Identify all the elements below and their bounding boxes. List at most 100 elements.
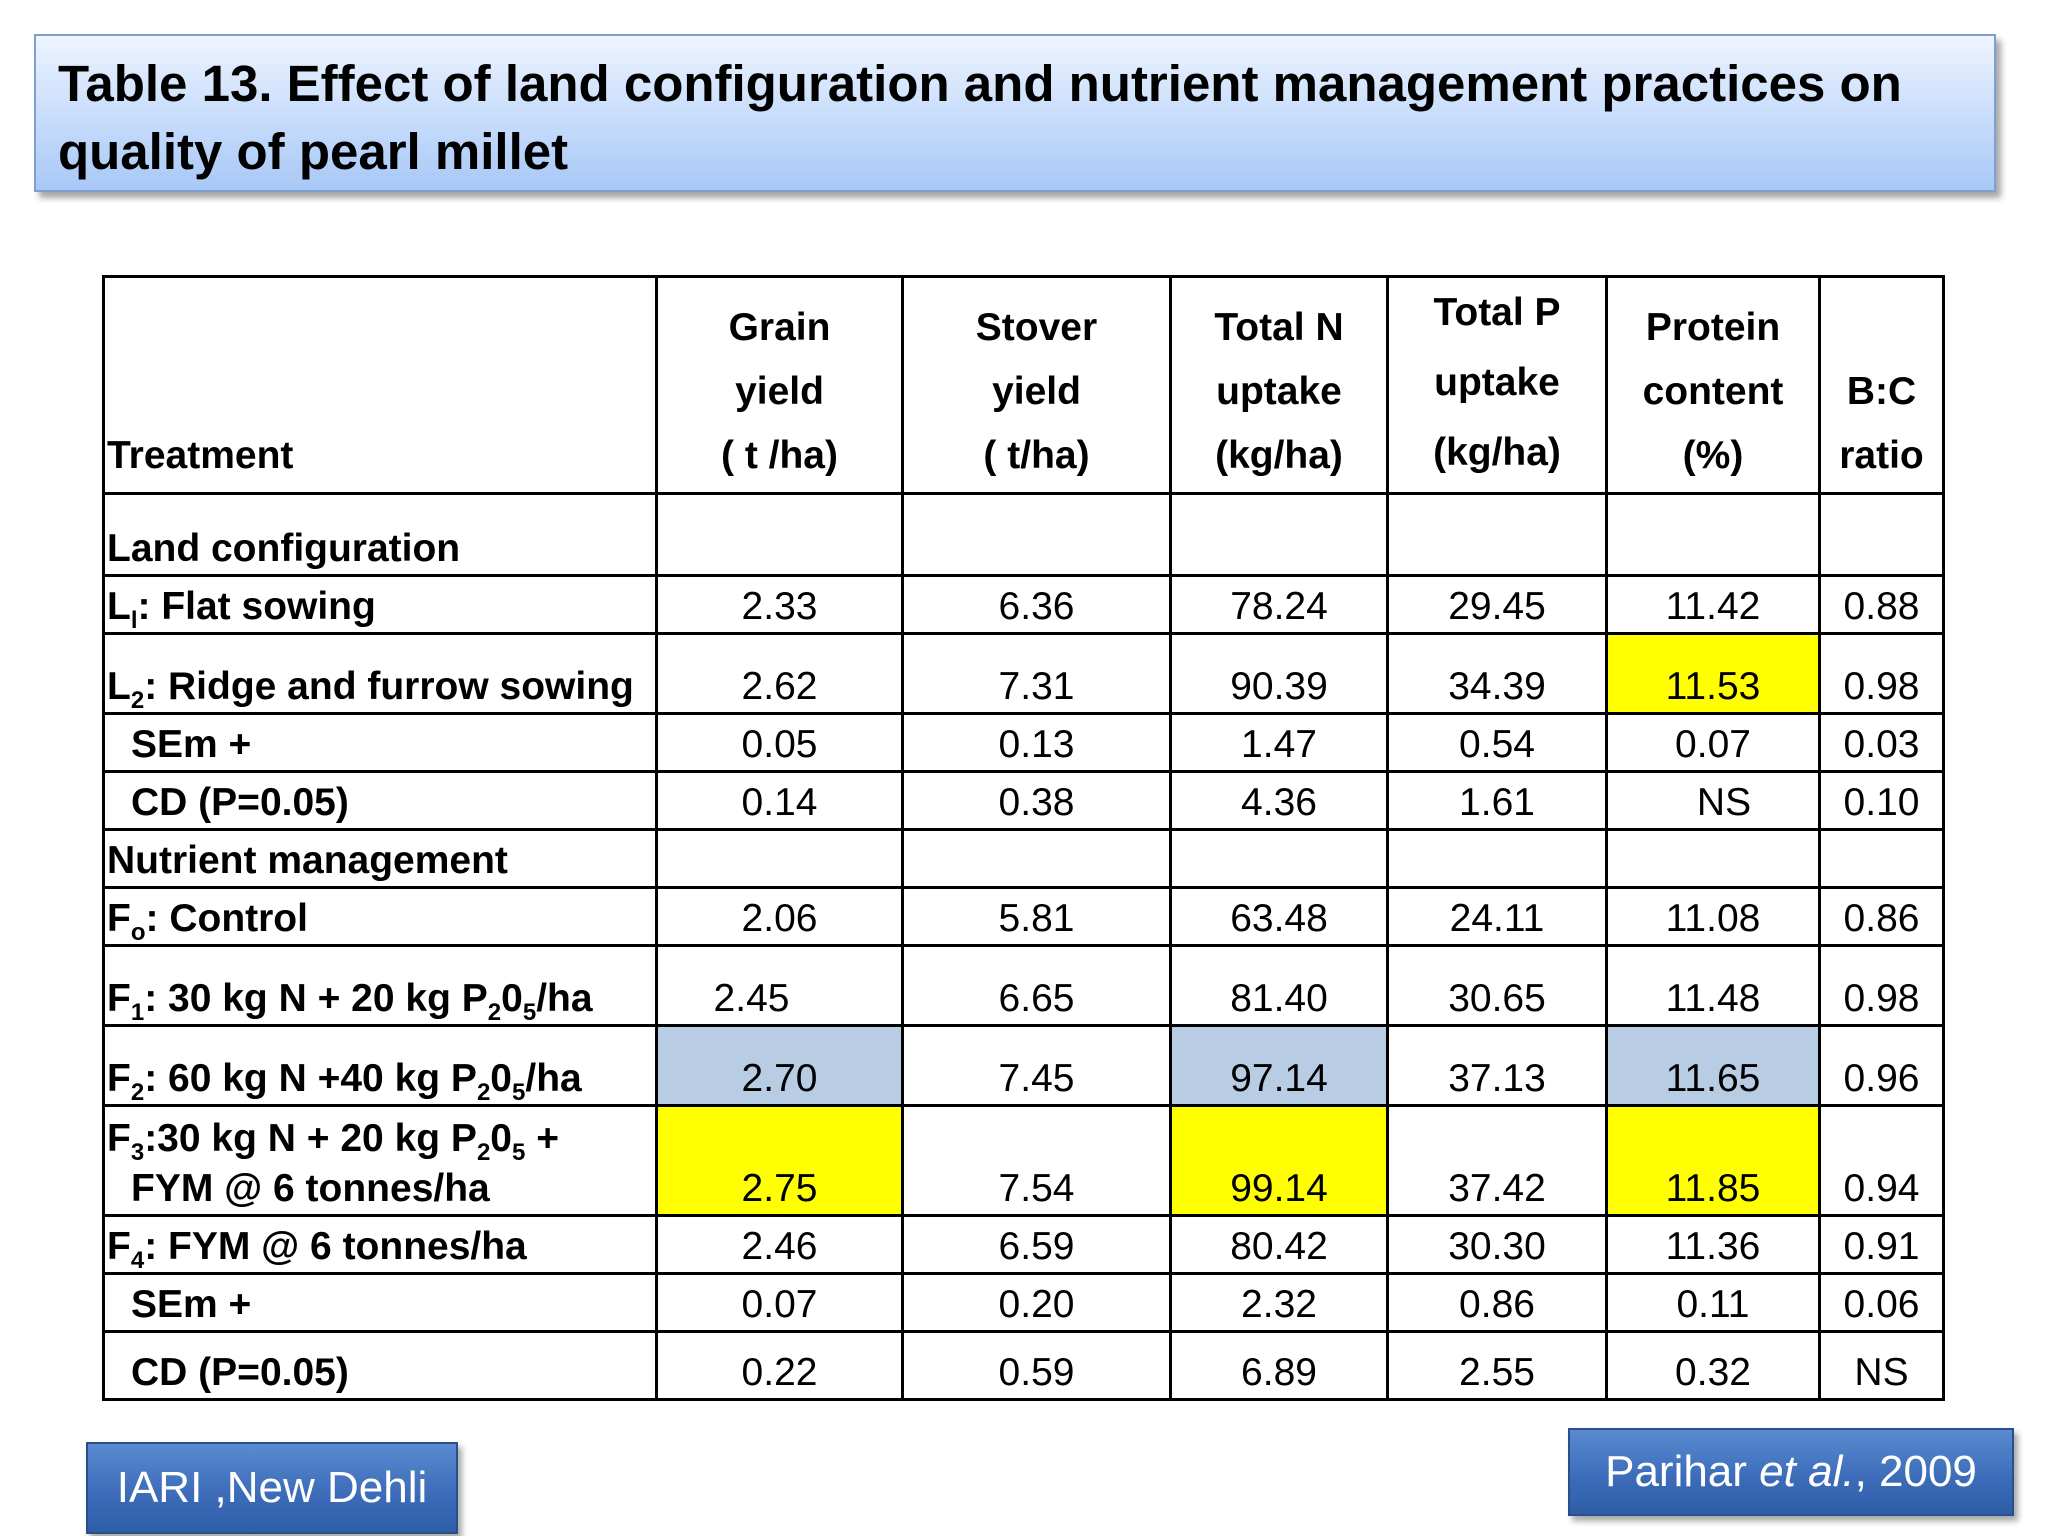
cell-highlighted: 11.65 bbox=[1605, 1024, 1821, 1107]
cell: 6.65 bbox=[901, 944, 1172, 1027]
cell-highlighted: 2.75 bbox=[655, 1104, 904, 1217]
cell: 78.24 bbox=[1169, 574, 1389, 635]
cell: 0.11 bbox=[1605, 1272, 1821, 1333]
cell: 81.40 bbox=[1169, 944, 1389, 1027]
cell-highlighted: 2.70 bbox=[655, 1024, 904, 1107]
table-row: SEm + 0.05 0.13 1.47 0.54 0.07 0.03 bbox=[102, 712, 1945, 773]
cell: 0.86 bbox=[1386, 1272, 1608, 1333]
row-label: F1: 30 kg N + 20 kg P205/ha bbox=[102, 944, 658, 1027]
cell: 2.46 bbox=[655, 1214, 904, 1275]
table-row: F3:30 kg N + 20 kg P205 + FYM @ 6 tonnes/… bbox=[102, 1104, 1945, 1217]
section-row-land: Land configuration bbox=[102, 492, 1945, 577]
cell: 30.30 bbox=[1386, 1214, 1608, 1275]
cell: 0.86 bbox=[1818, 886, 1945, 947]
table-row: F1: 30 kg N + 20 kg P205/ha 2.45 6.65 81… bbox=[102, 944, 1945, 1027]
row-label: F2: 60 kg N +40 kg P205/ha bbox=[102, 1024, 658, 1107]
cell: 0.03 bbox=[1818, 712, 1945, 773]
slide-title: Table 13. Effect of land configuration a… bbox=[34, 34, 1996, 192]
cell: 5.81 bbox=[901, 886, 1172, 947]
cell: 0.98 bbox=[1818, 944, 1945, 1027]
section-nutrient-management: Nutrient management bbox=[102, 828, 658, 889]
cell: 0.06 bbox=[1818, 1272, 1945, 1333]
row-label: Fo: Control bbox=[102, 886, 658, 947]
cell: 0.91 bbox=[1818, 1214, 1945, 1275]
cell: 90.39 bbox=[1169, 632, 1389, 715]
cell: 11.08 bbox=[1605, 886, 1821, 947]
row-label: F4: FYM @ 6 tonnes/ha bbox=[102, 1214, 658, 1275]
cell: 0.07 bbox=[655, 1272, 904, 1333]
cell: 0.20 bbox=[901, 1272, 1172, 1333]
results-table: Treatment Grain yield( t /ha) Stover yield… bbox=[102, 275, 1945, 1401]
cell: 24.11 bbox=[1386, 886, 1608, 947]
section-row-nutrient: Nutrient management bbox=[102, 828, 1945, 889]
header-stover-yield: Stover yield( t/ha) bbox=[901, 275, 1172, 495]
cell: 6.59 bbox=[901, 1214, 1172, 1275]
cell: NS bbox=[1605, 770, 1821, 831]
cell: 2.32 bbox=[1169, 1272, 1389, 1333]
cell: 4.36 bbox=[1169, 770, 1389, 831]
cell-highlighted: 99.14 bbox=[1169, 1104, 1389, 1217]
cell-highlighted: 97.14 bbox=[1169, 1024, 1389, 1107]
cell: 6.89 bbox=[1169, 1330, 1389, 1401]
cell: 7.45 bbox=[901, 1024, 1172, 1107]
row-label: L2: Ridge and furrow sowing bbox=[102, 632, 658, 715]
cell-highlighted: 11.53 bbox=[1605, 632, 1821, 715]
cell: 0.94 bbox=[1818, 1104, 1945, 1217]
row-label: CD (P=0.05) bbox=[102, 770, 658, 831]
cell: 37.42 bbox=[1386, 1104, 1608, 1217]
cell: 11.42 bbox=[1605, 574, 1821, 635]
table-row: CD (P=0.05) 0.14 0.38 4.36 1.61 NS 0.10 bbox=[102, 770, 1945, 831]
table-row: SEm + 0.07 0.20 2.32 0.86 0.11 0.06 bbox=[102, 1272, 1945, 1333]
cell: 2.45 bbox=[655, 944, 904, 1027]
cell: 0.07 bbox=[1605, 712, 1821, 773]
cell: 63.48 bbox=[1169, 886, 1389, 947]
cell: 37.13 bbox=[1386, 1024, 1608, 1107]
cell: 2.55 bbox=[1386, 1330, 1608, 1401]
table-row: F2: 60 kg N +40 kg P205/ha 2.70 7.45 97.… bbox=[102, 1024, 1945, 1107]
cell: 2.62 bbox=[655, 632, 904, 715]
table-row: Ll: Flat sowing 2.33 6.36 78.24 29.45 11… bbox=[102, 574, 1945, 635]
cell: 0.98 bbox=[1818, 632, 1945, 715]
header-protein: Protein content (%) bbox=[1605, 275, 1821, 495]
cell: 0.88 bbox=[1818, 574, 1945, 635]
cell: 0.54 bbox=[1386, 712, 1608, 773]
header-row: Treatment Grain yield( t /ha) Stover yield… bbox=[102, 275, 1945, 495]
institution-label: IARI ,New Dehli bbox=[86, 1442, 458, 1534]
cell: 0.22 bbox=[655, 1330, 904, 1401]
row-label: Ll: Flat sowing bbox=[102, 574, 658, 635]
section-land-configuration: Land configuration bbox=[102, 492, 658, 577]
cell: 0.05 bbox=[655, 712, 904, 773]
cell: 7.31 bbox=[901, 632, 1172, 715]
cell: 80.42 bbox=[1169, 1214, 1389, 1275]
cell: 34.39 bbox=[1386, 632, 1608, 715]
cell: 11.36 bbox=[1605, 1214, 1821, 1275]
cell: 0.59 bbox=[901, 1330, 1172, 1401]
cell: 0.96 bbox=[1818, 1024, 1945, 1107]
table-row: Fo: Control 2.06 5.81 63.48 24.11 11.08 … bbox=[102, 886, 1945, 947]
table-row: CD (P=0.05) 0.22 0.59 6.89 2.55 0.32 NS bbox=[102, 1330, 1945, 1401]
row-label: F3:30 kg N + 20 kg P205 + FYM @ 6 tonnes/… bbox=[102, 1104, 658, 1217]
cell: 30.65 bbox=[1386, 944, 1608, 1027]
cell: 7.54 bbox=[901, 1104, 1172, 1217]
cell: 11.48 bbox=[1605, 944, 1821, 1027]
row-label: SEm + bbox=[102, 1272, 658, 1333]
cell: 0.32 bbox=[1605, 1330, 1821, 1401]
cell: 29.45 bbox=[1386, 574, 1608, 635]
row-label: CD (P=0.05) bbox=[102, 1330, 658, 1401]
cell: NS bbox=[1818, 1330, 1945, 1401]
header-bc-ratio: B:C ratio bbox=[1818, 275, 1945, 495]
table-row: F4: FYM @ 6 tonnes/ha 2.46 6.59 80.42 30… bbox=[102, 1214, 1945, 1275]
row-label: SEm + bbox=[102, 712, 658, 773]
table-row: L2: Ridge and furrow sowing 2.62 7.31 90… bbox=[102, 632, 1945, 715]
cell: 2.06 bbox=[655, 886, 904, 947]
cell: 2.33 bbox=[655, 574, 904, 635]
cell: 0.38 bbox=[901, 770, 1172, 831]
cell: 6.36 bbox=[901, 574, 1172, 635]
cell: 1.47 bbox=[1169, 712, 1389, 773]
cell: 0.14 bbox=[655, 770, 904, 831]
header-treatment: Treatment bbox=[102, 275, 658, 495]
cell: 0.13 bbox=[901, 712, 1172, 773]
header-grain-yield: Grain yield( t /ha) bbox=[655, 275, 904, 495]
